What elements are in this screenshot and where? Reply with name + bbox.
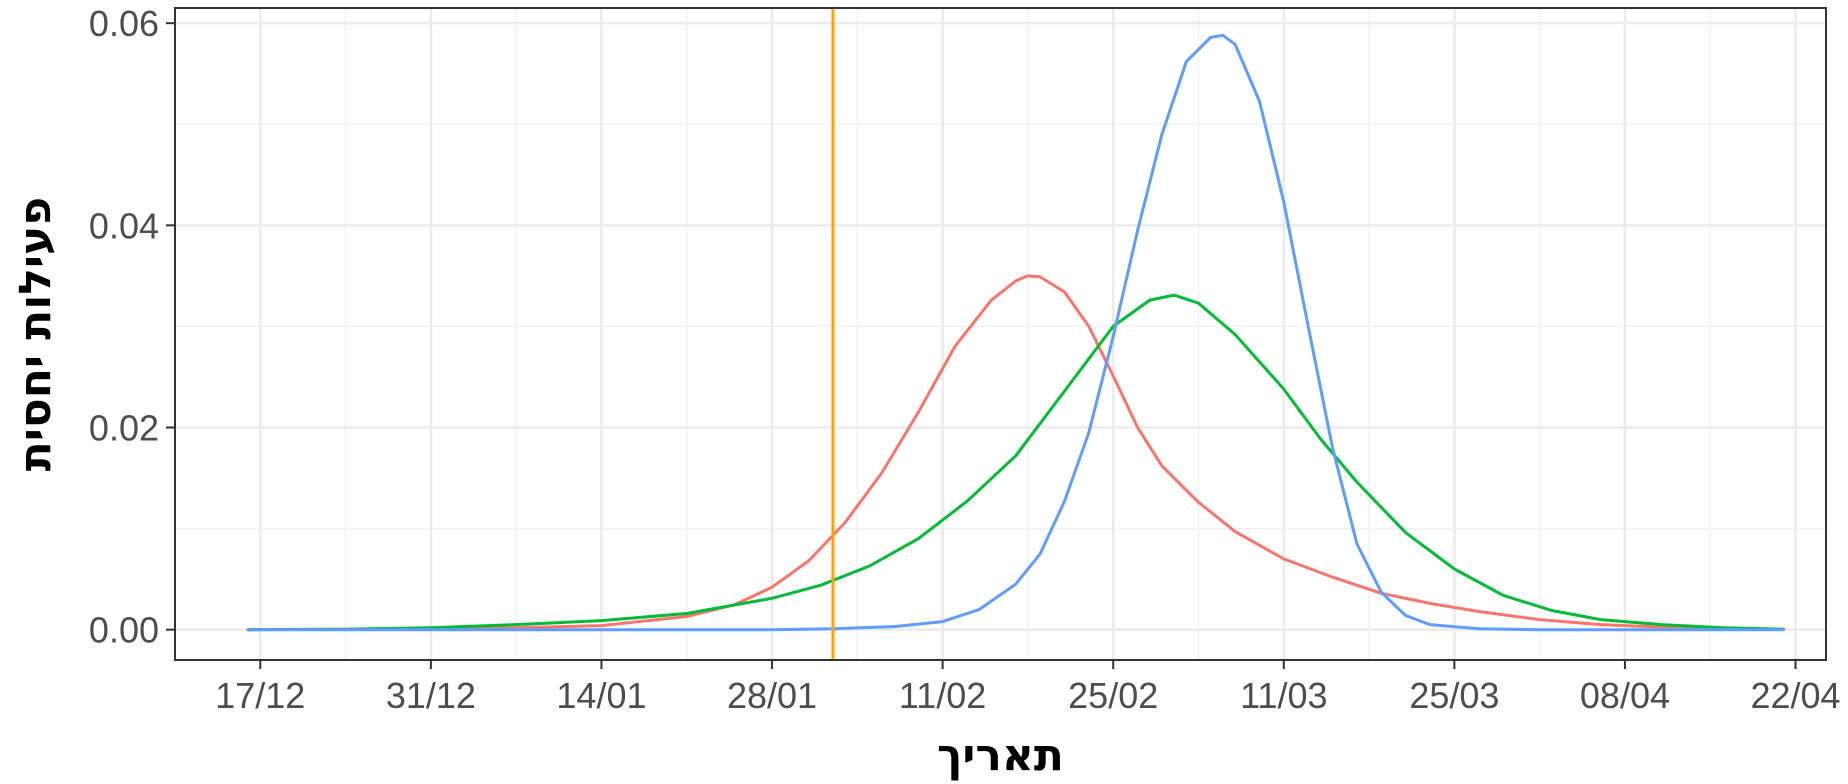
plot-panel-border [174, 7, 1827, 661]
x-tick-label: 14/01 [556, 675, 646, 716]
y-axis-title: פעילות יחסית [10, 197, 61, 471]
series-line-2 [246, 293, 1785, 632]
y-tick-label: 0.04 [89, 205, 159, 246]
x-axis-title: תאריך [937, 730, 1064, 781]
x-tick-label: 11/03 [1240, 675, 1327, 716]
x-tick-label: 31/12 [386, 675, 476, 716]
x-tick-label: 25/03 [1409, 675, 1499, 716]
x-tick-label: 17/12 [215, 675, 305, 716]
x-tick-label: 25/02 [1068, 675, 1158, 716]
x-tick-label: 28/01 [727, 675, 817, 716]
x-tick-label: 11/02 [899, 675, 986, 716]
x-tick-label: 08/04 [1580, 675, 1670, 716]
x-axis-ticks: 17/12 31/12 14/01 28/01 11/02 25/02 11/03 25/03… [215, 660, 1841, 716]
y-tick-label: 0.00 [89, 610, 159, 651]
y-tick-label: 0.06 [89, 3, 159, 44]
series-layer [246, 33, 1785, 632]
y-tick-label: 0.02 [89, 408, 159, 449]
x-tick-label: 22/04 [1750, 675, 1840, 716]
grid-minor [175, 8, 1826, 660]
y-axis-ticks: 0.00 0.02 0.04 0.06 [89, 3, 175, 651]
series-line-3 [246, 33, 1785, 632]
series-line-1 [246, 274, 1785, 632]
